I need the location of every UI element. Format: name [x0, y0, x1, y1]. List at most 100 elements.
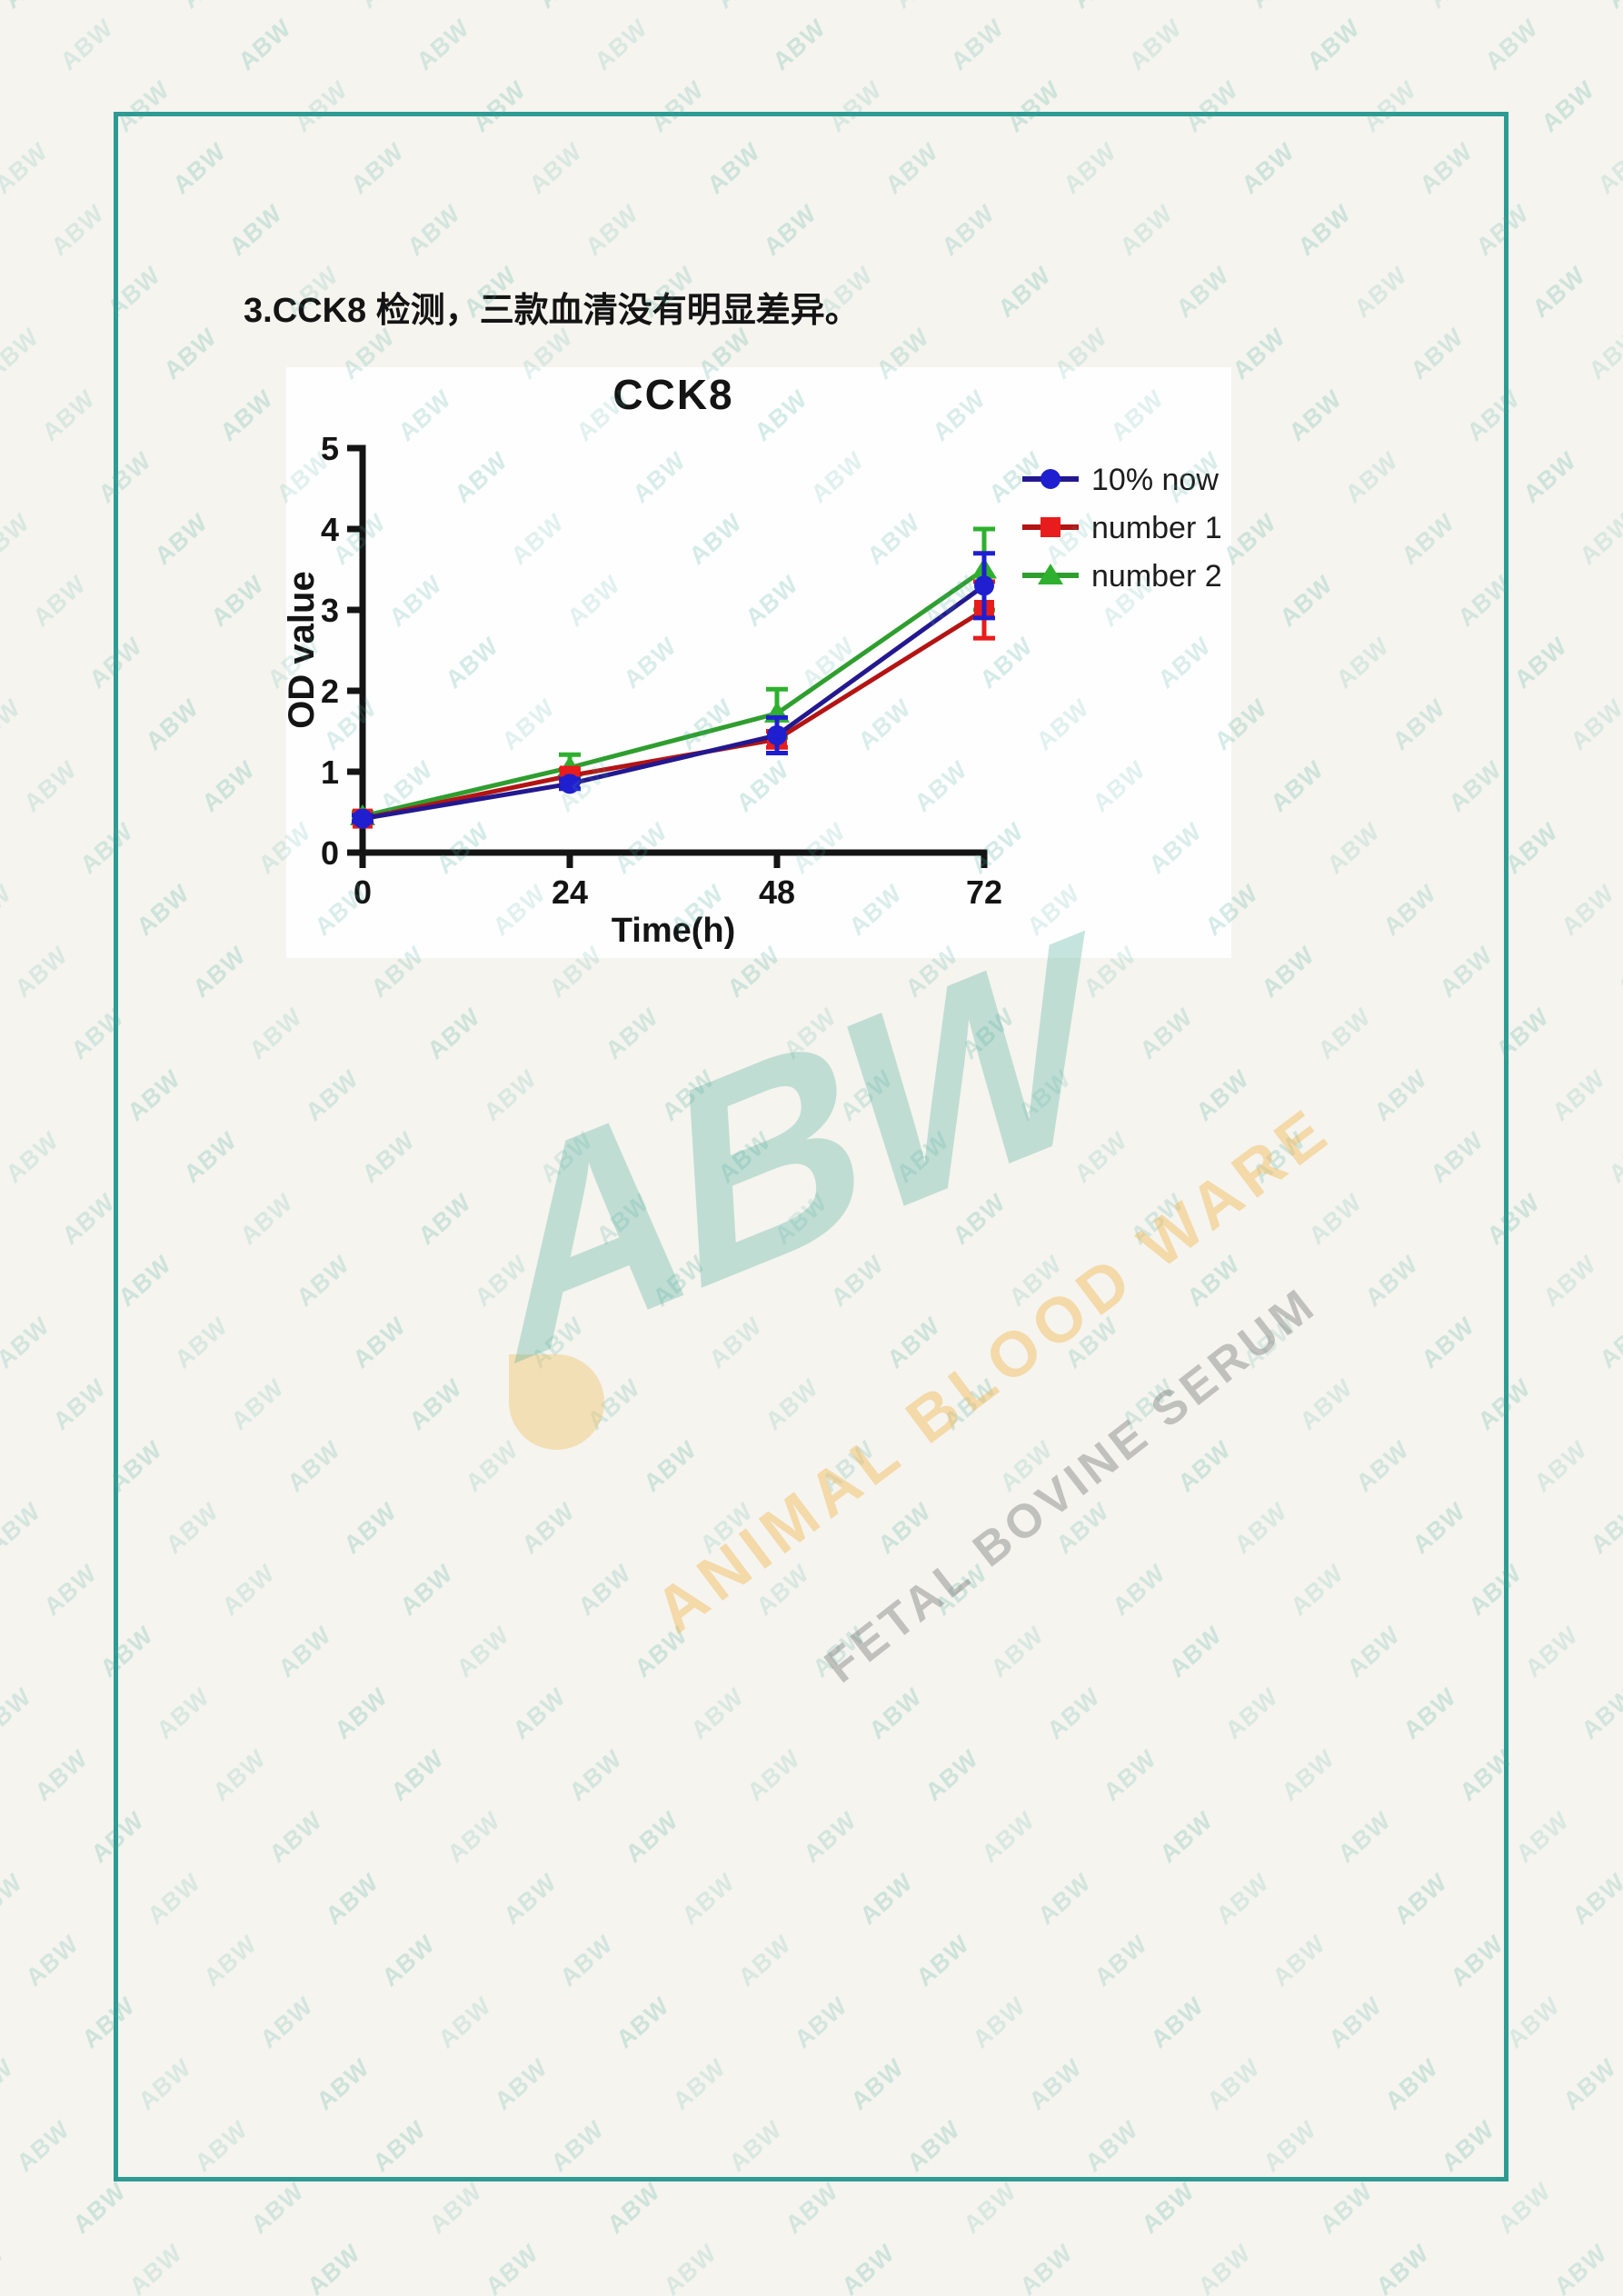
watermark-tile: ABW [424, 2176, 487, 2240]
watermark-tile: ABW [1593, 136, 1623, 200]
legend-label: number 1 [1091, 511, 1222, 545]
watermark-tile: ABW [0, 1063, 7, 1127]
watermark-tile: ABW [12, 2114, 75, 2178]
watermark-tile: ABW [0, 1682, 36, 1745]
data-point-circle [353, 808, 373, 829]
watermark-tile: ABW [10, 940, 73, 1003]
watermark-tile: ABW [481, 2238, 543, 2296]
watermark-tile: ABW [57, 1187, 120, 1251]
y-axis-label: OD value [286, 571, 322, 728]
watermark-tile: ABW [1, 1125, 64, 1189]
watermark-tile: ABW [1586, 1496, 1623, 1560]
watermark-tile: ABW [48, 1373, 111, 1436]
watermark-tile: ABW [1595, 1311, 1623, 1374]
data-point-circle [974, 575, 994, 596]
x-tick-label: 0 [353, 873, 372, 911]
watermark-tile: ABW [234, 13, 296, 76]
watermark-tile: ABW [0, 322, 44, 385]
watermark-tile: ABW [1137, 2176, 1200, 2240]
watermark-tile: ABW [412, 13, 474, 76]
watermark-tile: ABW [1615, 2114, 1623, 2178]
watermark-tile: ABW [1480, 13, 1543, 76]
watermark-tile: ABW [1511, 1805, 1574, 1869]
watermark-tile: ABW [1568, 1867, 1623, 1931]
watermark-tile: ABW [1528, 260, 1590, 324]
watermark-tile: ABW [28, 569, 91, 633]
section-heading: 3.CCK8 检测，三款血清没有明显差异。 [244, 292, 860, 330]
watermark-tile: ABW [1557, 878, 1619, 942]
watermark-tile: ABW [1529, 1434, 1592, 1498]
watermark-tile: ABW [177, 0, 240, 15]
legend-label: 10% now [1091, 463, 1219, 497]
legend-label: number 2 [1091, 559, 1222, 594]
watermark-tile: ABW [1584, 322, 1623, 385]
y-tick-label: 2 [321, 673, 339, 710]
watermark-tile: ABW [21, 1929, 84, 1992]
watermark-tile: ABW [768, 13, 831, 76]
chart-title: CCK8 [612, 371, 733, 418]
watermark-tile: ABW [1604, 1125, 1623, 1189]
watermark-tile: ABW [533, 0, 596, 15]
watermark-tile: ABW [781, 2176, 843, 2240]
x-tick-label: 72 [966, 873, 1002, 911]
watermark-tile: ABW [1613, 940, 1623, 1003]
watermark-tile: ABW [1315, 2176, 1378, 2240]
legend-marker-circle [1041, 469, 1060, 489]
watermark-tile: ABW [303, 2238, 365, 2296]
watermark-tile: ABW [1193, 2238, 1256, 2296]
series-line-square [362, 607, 986, 822]
watermark-tile: ABW [837, 2238, 900, 2296]
watermark-tile: ABW [1549, 2238, 1612, 2296]
watermark-tile: ABW [1566, 693, 1623, 756]
y-tick-label: 3 [321, 592, 339, 629]
watermark-tile: ABW [0, 1496, 45, 1560]
watermark-tile: ABW [1124, 13, 1187, 76]
watermark-tile: ABW [0, 136, 53, 200]
watermark-tile: ABW [1577, 1682, 1623, 1745]
y-tick-label: 0 [321, 834, 339, 872]
legend-marker-square [1041, 517, 1060, 537]
y-tick-label: 4 [321, 511, 339, 548]
y-tick-label: 1 [321, 754, 339, 791]
x-tick-label: 24 [552, 873, 588, 911]
data-point-circle [767, 724, 787, 745]
watermark-tile: ABW [1371, 2238, 1434, 2296]
watermark-tile: ABW [1558, 2052, 1621, 2116]
cck8-chart-svg: CCK8 OD value Time(h) 0 1 2 3 4 5 0 24 48 72 10% now n… [286, 371, 1222, 950]
page-border-frame [114, 112, 1508, 2181]
watermark-tile: ABW [1015, 2238, 1078, 2296]
watermark-tile: ABW [0, 2052, 18, 2116]
cck8-chart-figure: CCK8 OD value Time(h) 0 1 2 3 4 5 0 24 48 72 10% now n… [286, 367, 1231, 958]
y-tick-label: 5 [321, 430, 339, 467]
watermark-tile: ABW [355, 0, 418, 15]
watermark-tile: ABW [1509, 631, 1572, 694]
watermark-tile: ABW [712, 0, 774, 15]
watermark-tile: ABW [1518, 445, 1581, 509]
watermark-tile: ABW [46, 198, 109, 262]
watermark-tile: ABW [602, 2176, 665, 2240]
data-point-circle [560, 774, 580, 794]
watermark-tile: ABW [1548, 1063, 1610, 1127]
watermark-tile: ABW [1493, 2176, 1556, 2240]
watermark-tile: ABW [0, 1311, 55, 1374]
watermark-tile: ABW [946, 13, 1009, 76]
watermark-tile: ABW [0, 878, 16, 942]
watermark-tile: ABW [1520, 1620, 1583, 1683]
watermark-tile: ABW [1068, 0, 1130, 15]
watermark-tile: ABW [1537, 75, 1599, 138]
watermark-tile: ABW [0, 507, 35, 571]
watermark-tile: ABW [1302, 13, 1365, 76]
series-line-triangle [362, 567, 986, 819]
watermark-tile: ABW [959, 2176, 1021, 2240]
watermark-tile: ABW [19, 754, 82, 818]
watermark-tile: ABW [890, 0, 952, 15]
watermark-tile: ABW [30, 1743, 93, 1807]
watermark-tile: ABW [55, 13, 118, 76]
watermark-tile: ABW [1502, 1991, 1565, 2054]
legend-marker-triangle [1038, 564, 1063, 584]
watermark-tile: ABW [1246, 0, 1309, 15]
watermark-tile: ABW [0, 0, 62, 15]
watermark-tile: ABW [1424, 0, 1487, 15]
x-axis-label: Time(h) [612, 912, 736, 950]
watermark-tile: ABW [1602, 0, 1623, 15]
